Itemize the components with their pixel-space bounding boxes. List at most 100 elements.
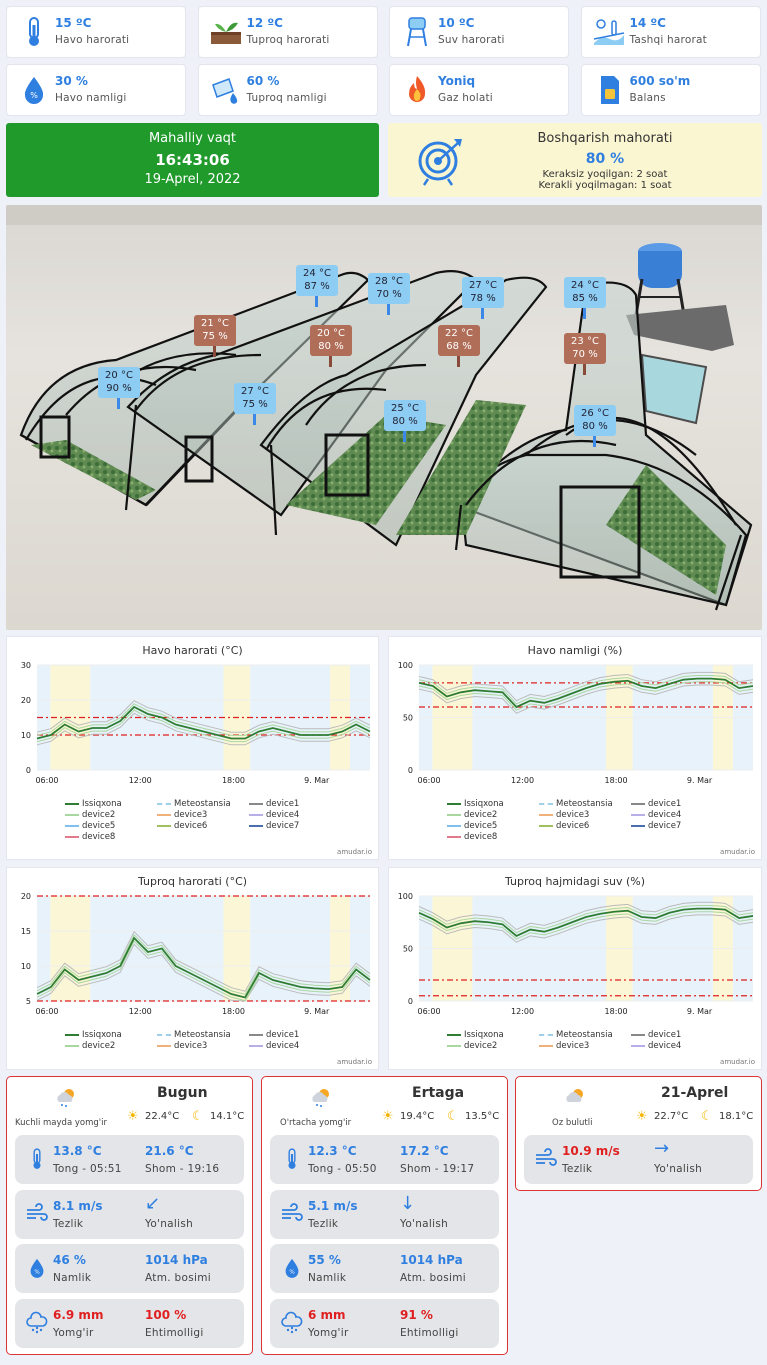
legend-item[interactable]: device2 <box>65 810 115 820</box>
sun-icon: ☀ <box>636 1109 648 1124</box>
legend-item[interactable]: device2 <box>447 1041 497 1051</box>
legend-item[interactable]: device3 <box>157 1041 207 1051</box>
control-skill-panel: Boshqarish mahorati 80 % Keraksiz yoqilg… <box>388 123 762 197</box>
wind-icon <box>534 1147 558 1171</box>
legend-label: device1 <box>648 1030 682 1040</box>
legend-label: device2 <box>82 810 116 820</box>
sensor-humidity: 80 % <box>582 421 608 432</box>
legend-item[interactable]: device5 <box>65 821 115 831</box>
legend-swatch <box>249 802 263 805</box>
x-tick-label: 12:00 <box>129 776 152 785</box>
y-tick-label: 0 <box>408 997 413 1006</box>
weather-label-primary: Yomg'ir <box>308 1326 349 1339</box>
stat-card-1: 15 ºC Havo harorati <box>6 6 186 58</box>
sensor-tag-3[interactable]: 24 °C 87 % <box>296 265 338 307</box>
control-skill-line2: Kerakli yoqilmagan: 1 soat <box>538 180 672 191</box>
legend-swatch <box>249 1044 263 1047</box>
legend-item[interactable]: Issiqxona <box>65 799 122 809</box>
legend-label: device4 <box>648 1041 682 1051</box>
sensor-tag-4[interactable]: 27 °C 75 % <box>234 383 276 425</box>
legend-item[interactable]: Issiqxona <box>447 799 504 809</box>
legend-item[interactable]: device6 <box>157 821 207 831</box>
legend-item[interactable]: device6 <box>539 821 589 831</box>
sensor-tag-11[interactable]: 23 °C 70 % <box>564 333 606 375</box>
legend-item[interactable]: device1 <box>249 1030 299 1040</box>
legend-item[interactable]: device7 <box>631 821 681 831</box>
outdoor-icon <box>592 15 626 49</box>
legend-label: Issiqxona <box>464 799 504 809</box>
legend-swatch <box>539 802 553 805</box>
legend-item[interactable]: Meteostansia <box>157 799 231 809</box>
night-temp: 13.5°C <box>465 1111 500 1122</box>
greenhouse-3d-scene: 20 °C 90 % 21 °C 75 % 24 °C 87 % 27 °C 75 % 20 °… <box>6 205 762 630</box>
series-line-device <box>418 681 754 711</box>
legend-item[interactable]: device1 <box>249 799 299 809</box>
legend-item[interactable]: Meteostansia <box>157 1030 231 1040</box>
y-tick-label: 5 <box>26 997 31 1006</box>
sensor-tag-2[interactable]: 21 °C 75 % <box>194 315 236 357</box>
series-line-device <box>36 940 371 1002</box>
sensor-humidity: 87 % <box>304 281 330 292</box>
legend-swatch <box>447 813 461 816</box>
sensor-tag-7[interactable]: 25 °C 80 % <box>384 400 426 442</box>
sensor-tag-9[interactable]: 22 °C 68 % <box>438 325 480 367</box>
y-tick-label: 50 <box>403 945 413 954</box>
series-line-device <box>36 709 371 743</box>
legend-item[interactable]: device1 <box>631 1030 681 1040</box>
legend-item[interactable]: device4 <box>249 1041 299 1051</box>
legend-item[interactable]: device2 <box>65 1041 115 1051</box>
sensor-tag-10[interactable]: 24 °C 85 % <box>564 277 606 319</box>
sensor-tag-12[interactable]: 26 °C 80 % <box>574 405 616 447</box>
chart-title: Havo harorati (°C) <box>142 644 243 657</box>
legend-swatch <box>157 1044 171 1047</box>
legend-item[interactable]: device3 <box>539 810 589 820</box>
legend-item[interactable]: device4 <box>631 1041 681 1051</box>
sensor-tag-8[interactable]: 27 °C 78 % <box>462 277 504 319</box>
legend-swatch <box>631 802 645 805</box>
legend-item[interactable]: device1 <box>631 799 681 809</box>
legend-label: device5 <box>82 821 116 831</box>
legend-item[interactable]: Meteostansia <box>539 1030 613 1040</box>
legend-item[interactable]: Issiqxona <box>447 1030 504 1040</box>
sensor-humidity: 75 % <box>242 399 268 410</box>
chart-band <box>223 896 251 1001</box>
legend-item[interactable]: device8 <box>447 832 497 842</box>
legend-item[interactable]: device7 <box>249 821 299 831</box>
legend-label: device5 <box>464 821 498 831</box>
legend-item[interactable]: Meteostansia <box>539 799 613 809</box>
legend-item[interactable]: device4 <box>249 810 299 820</box>
legend-label: device2 <box>464 810 498 820</box>
sensor-tag-1[interactable]: 20 °C 90 % <box>98 367 140 409</box>
sensor-humidity: 80 % <box>392 416 418 427</box>
x-tick-label: 9. Mar <box>687 1007 713 1016</box>
legend-item[interactable]: device4 <box>631 810 681 820</box>
legend-item[interactable]: device5 <box>447 821 497 831</box>
legend-item[interactable]: Issiqxona <box>65 1030 122 1040</box>
weather-cloud-icon <box>312 1089 329 1107</box>
legend-item[interactable]: device3 <box>539 1041 589 1051</box>
stat-value: Yoniq <box>438 74 476 88</box>
legend-item[interactable]: device8 <box>65 832 115 842</box>
legend-label: Meteostansia <box>556 1030 613 1040</box>
sensor-tag-6[interactable]: 28 °C 70 % <box>368 273 410 315</box>
weather-value-secondary: 21.6 °C <box>145 1144 194 1158</box>
svg-text:%: % <box>30 91 38 100</box>
legend-label: device1 <box>648 799 682 809</box>
y-tick-label: 50 <box>403 714 413 723</box>
weather-label-secondary: Atm. bosimi <box>145 1272 211 1284</box>
stat-card-5: % 30 % Havo namligi <box>6 64 186 116</box>
legend-item[interactable]: device2 <box>447 810 497 820</box>
stat-value: 30 % <box>55 74 88 88</box>
weather-value-primary: 46 % <box>53 1253 86 1267</box>
stat-label: Tashqi harorat <box>629 34 707 46</box>
legend-swatch <box>65 1033 79 1036</box>
weather-value-primary: 13.8 °C <box>53 1144 102 1158</box>
y-tick-label: 20 <box>21 892 31 901</box>
weather-label-primary: Namlik <box>53 1272 92 1284</box>
legend-swatch <box>249 1033 263 1036</box>
control-skill-value: 80 % <box>585 151 625 167</box>
legend-item[interactable]: device3 <box>157 810 207 820</box>
sim-card-icon <box>592 73 626 107</box>
sensor-tag-5[interactable]: 20 °C 80 % <box>310 325 352 367</box>
weather-label-secondary: Atm. bosimi <box>400 1272 466 1284</box>
